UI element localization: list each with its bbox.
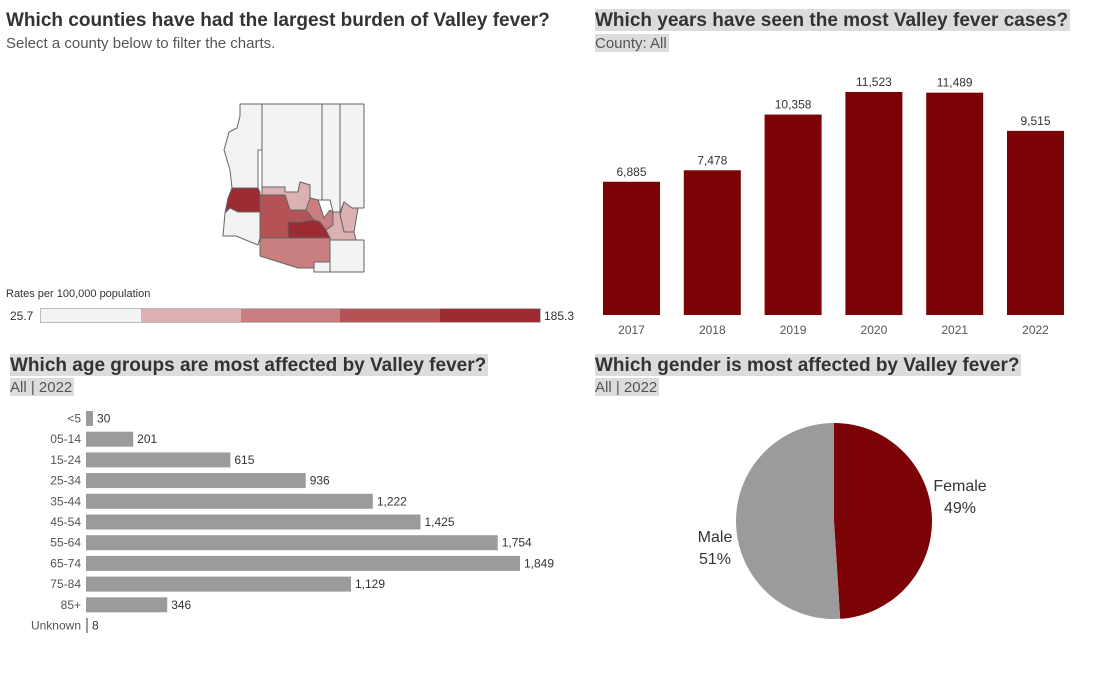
county-yuma[interactable]	[222, 207, 261, 246]
age-bar-3544[interactable]	[86, 493, 373, 509]
county-santa-cruz[interactable]	[313, 261, 331, 273]
legend-swatch-4	[340, 309, 441, 322]
county-mohave[interactable]	[223, 103, 263, 189]
legend-min-value: 25.7	[10, 309, 34, 323]
year-tick-2017: 2017	[618, 323, 645, 337]
year-bar-label-2020: 11,523	[856, 75, 892, 89]
age-bar-label-85: 346	[171, 598, 191, 612]
year-bar-2017[interactable]	[603, 181, 660, 315]
arizona-county-map[interactable]	[0, 90, 590, 290]
legend-swatch-1	[41, 309, 141, 322]
age-tick-3544: 35-44	[50, 494, 81, 508]
age-bar-5564[interactable]	[86, 535, 498, 551]
age-panel-subtitle-text: All | 2022	[10, 378, 75, 396]
year-tick-2021: 2021	[941, 323, 968, 337]
gender-panel-subtitle: All | 2022	[595, 378, 660, 396]
age-bar-label-6574: 1,849	[524, 556, 554, 570]
gender-panel-subtitle-text: All | 2022	[595, 378, 660, 396]
age-bar-85[interactable]	[86, 597, 168, 613]
year-tick-2018: 2018	[699, 323, 726, 337]
age-tick-5: <5	[67, 412, 81, 426]
age-bar-label-Unknown: 8	[92, 619, 99, 633]
county-cochise[interactable]	[329, 239, 365, 273]
map-panel-subtitle: Select a county below to filter the char…	[6, 35, 276, 52]
pie-percent-female: 49%	[944, 500, 976, 517]
age-bar-5[interactable]	[86, 411, 94, 426]
age-bar-label-5: 30	[97, 412, 111, 426]
pie-percent-male: 51%	[699, 551, 731, 568]
age-bar-0514[interactable]	[86, 431, 134, 447]
age-panel-title-text: Which age groups are most affected by Va…	[10, 354, 489, 376]
age-tick-4554: 45-54	[50, 515, 81, 529]
legend-max-value: 185.3	[544, 309, 575, 323]
age-tick-2534: 25-34	[50, 474, 81, 488]
year-bar-2022[interactable]	[1007, 130, 1064, 315]
year-bar-2019[interactable]	[764, 114, 822, 315]
years-panel-title: Which years have seen the most Valley fe…	[595, 9, 1071, 32]
gender-panel-title: Which gender is most affected by Valley …	[595, 354, 1022, 377]
age-bar-label-4554: 1,425	[424, 515, 454, 529]
age-bar-2534[interactable]	[86, 473, 306, 489]
age-bar-4554[interactable]	[86, 514, 421, 530]
age-tick-7584: 75-84	[50, 577, 81, 591]
age-tick-Unknown: Unknown	[31, 619, 81, 633]
age-tick-0514: 05-14	[50, 432, 81, 446]
years-panel-title-text: Which years have seen the most Valley fe…	[595, 9, 1071, 31]
year-bar-label-2018: 7,478	[697, 153, 727, 167]
age-bar-Unknown[interactable]	[86, 618, 88, 633]
year-tick-2019: 2019	[780, 323, 807, 337]
age-group-bar-chart: <5 30 05-14 201 15-24 615 25-34 936 35-44 1,222 45…	[31, 411, 554, 633]
years-bar-chart: 6,885 2017 7,478 2018 10,358 2019 11,523 2020 11…	[603, 75, 1064, 337]
age-panel-title: Which age groups are most affected by Va…	[10, 354, 489, 377]
age-bar-label-3544: 1,222	[377, 494, 407, 508]
year-bar-2020[interactable]	[845, 92, 903, 315]
county-apache[interactable]	[339, 103, 365, 213]
age-bar-label-1524: 615	[234, 453, 254, 467]
year-bar-label-2019: 10,358	[775, 98, 812, 112]
age-panel-subtitle: All | 2022	[10, 378, 75, 396]
legend-swatch-5	[440, 309, 540, 322]
age-tick-5564: 55-64	[50, 536, 81, 550]
year-bar-label-2017: 6,885	[616, 165, 646, 179]
pie-slice-male[interactable]	[735, 423, 841, 619]
age-bar-1524[interactable]	[86, 452, 231, 468]
age-bar-label-2534: 936	[310, 474, 330, 488]
age-tick-1524: 15-24	[50, 453, 81, 467]
age-tick-85: 85+	[61, 598, 81, 612]
year-bar-label-2022: 9,515	[1020, 114, 1050, 128]
county-coconino[interactable]	[261, 103, 323, 201]
age-bar-6574[interactable]	[86, 555, 520, 571]
pie-label-female: Female	[933, 478, 986, 495]
county-navajo[interactable]	[321, 103, 341, 213]
legend-swatch-3	[240, 309, 341, 322]
legend-title: Rates per 100,000 population	[6, 288, 151, 300]
years-panel-subtitle-text: County: All	[595, 34, 669, 52]
pie-label-male: Male	[698, 529, 733, 546]
age-tick-6574: 65-74	[50, 556, 81, 570]
year-bar-2021[interactable]	[926, 92, 984, 316]
legend-color-ramp	[40, 308, 541, 323]
year-bar-2018[interactable]	[683, 170, 741, 315]
age-bar-label-5564: 1,754	[502, 536, 532, 550]
legend-swatch-2	[140, 309, 241, 322]
year-tick-2022: 2022	[1022, 323, 1049, 337]
year-tick-2020: 2020	[861, 323, 888, 337]
age-bar-label-7584: 1,129	[355, 577, 385, 591]
age-bar-label-0514: 201	[137, 432, 157, 446]
pie-slice-female[interactable]	[834, 423, 932, 619]
gender-pie-chart: Female 49% Male 51%	[698, 423, 987, 619]
age-bar-7584[interactable]	[86, 576, 352, 592]
year-bar-label-2021: 11,489	[937, 76, 973, 90]
gender-panel-title-text: Which gender is most affected by Valley …	[595, 354, 1022, 376]
years-panel-subtitle: County: All	[595, 34, 669, 52]
map-panel-title: Which counties have had the largest burd…	[6, 10, 550, 31]
